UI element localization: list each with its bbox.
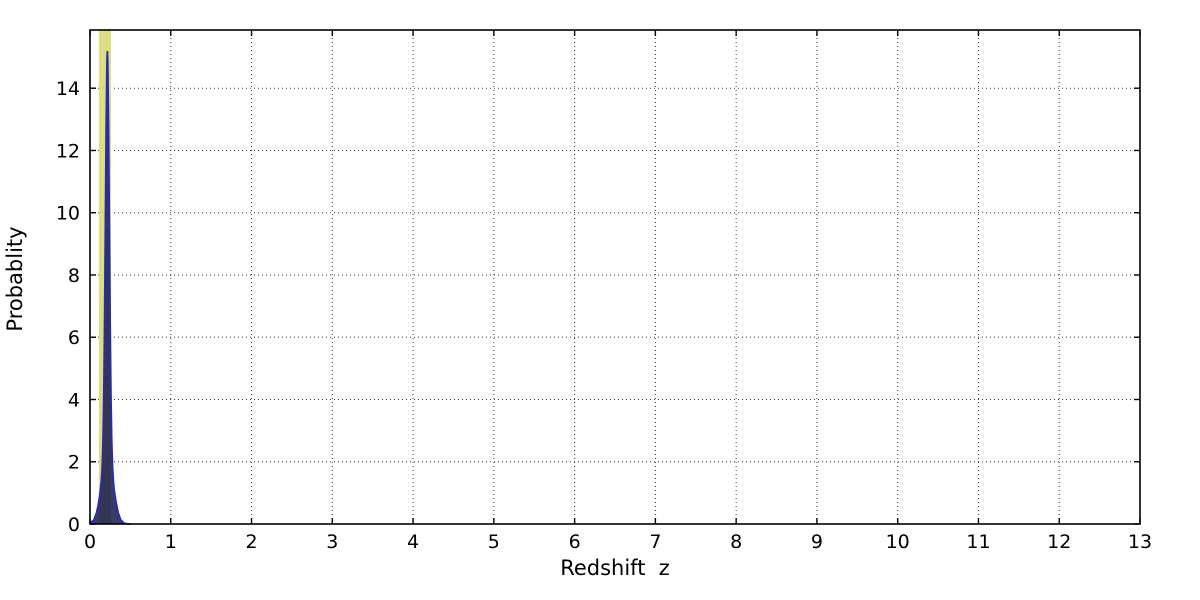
x-axis-label: Redshift z xyxy=(560,556,670,580)
x-tick-label: 5 xyxy=(488,531,500,553)
y-tick-label: 8 xyxy=(68,265,80,287)
redshift-probability-pdf-fill xyxy=(90,50,131,525)
x-tick-label: 9 xyxy=(811,531,823,553)
x-tick-label: 8 xyxy=(730,531,742,553)
x-tick-label: 13 xyxy=(1128,531,1152,553)
y-tick-label: 2 xyxy=(68,452,80,474)
y-tick-label: 0 xyxy=(68,514,80,536)
x-tick-label: 4 xyxy=(407,531,419,553)
axes-frame xyxy=(89,29,1141,525)
y-tick-label: 4 xyxy=(68,389,80,411)
x-tick-label: 2 xyxy=(245,531,257,553)
x-tick-label: 10 xyxy=(886,531,910,553)
y-tick-label: 12 xyxy=(56,140,80,162)
x-tick-label: 12 xyxy=(1047,531,1071,553)
redshift-probability-pdf-line xyxy=(89,50,131,525)
plot-area xyxy=(90,30,1140,524)
x-tick-label: 11 xyxy=(966,531,990,553)
y-tick-label: 6 xyxy=(68,327,80,349)
x-tick-label: 0 xyxy=(84,531,96,553)
y-tick-label: 14 xyxy=(56,78,80,100)
y-axis-label: Probablity xyxy=(3,226,27,332)
y-tick-label: 10 xyxy=(56,203,80,225)
x-tick-label: 1 xyxy=(165,531,177,553)
x-tick-label: 3 xyxy=(326,531,338,553)
x-tick-label: 6 xyxy=(569,531,581,553)
x-tick-label: 7 xyxy=(649,531,661,553)
